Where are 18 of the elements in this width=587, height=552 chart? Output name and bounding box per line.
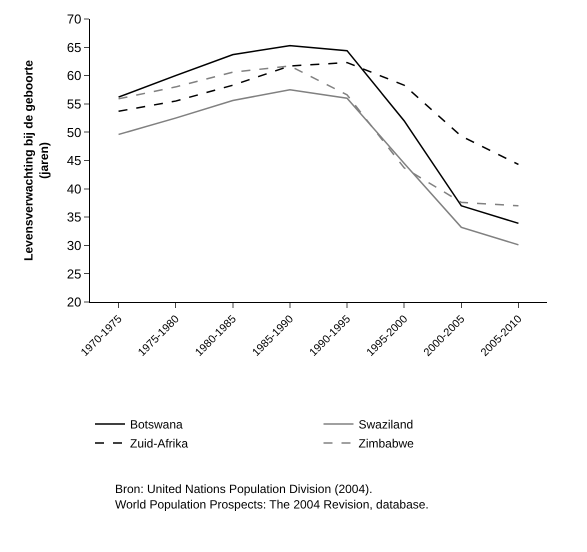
y-tick-label: 20 xyxy=(66,294,82,310)
legend-label: Swaziland xyxy=(358,418,414,432)
line-series xyxy=(118,44,520,224)
y-tick-label: 35 xyxy=(66,210,82,225)
text: Bron: United Nations Population Division (2004). World Population Prospects: The 2004 Revision, database. xyxy=(115,482,429,512)
legend-label: Zuid-Afrika xyxy=(130,436,188,451)
y-tick-label: 60 xyxy=(66,68,82,84)
y-tick-label: 25 xyxy=(66,266,82,282)
legend-label: Botswana xyxy=(130,418,184,432)
y-axis-title: Levensverwachting bij de geboorte (jaren) xyxy=(22,60,52,261)
y-tick-label: 55 xyxy=(66,96,82,112)
y-tick-label: 65 xyxy=(66,40,82,55)
y-tick-label: 70 xyxy=(66,12,82,27)
y-tick-label: 40 xyxy=(66,181,82,196)
y-tick-label: 45 xyxy=(66,153,82,168)
y-tick-label: 30 xyxy=(66,238,82,253)
y-tick-label: 50 xyxy=(66,124,82,140)
legend-label: Zimbabwe xyxy=(358,436,414,451)
